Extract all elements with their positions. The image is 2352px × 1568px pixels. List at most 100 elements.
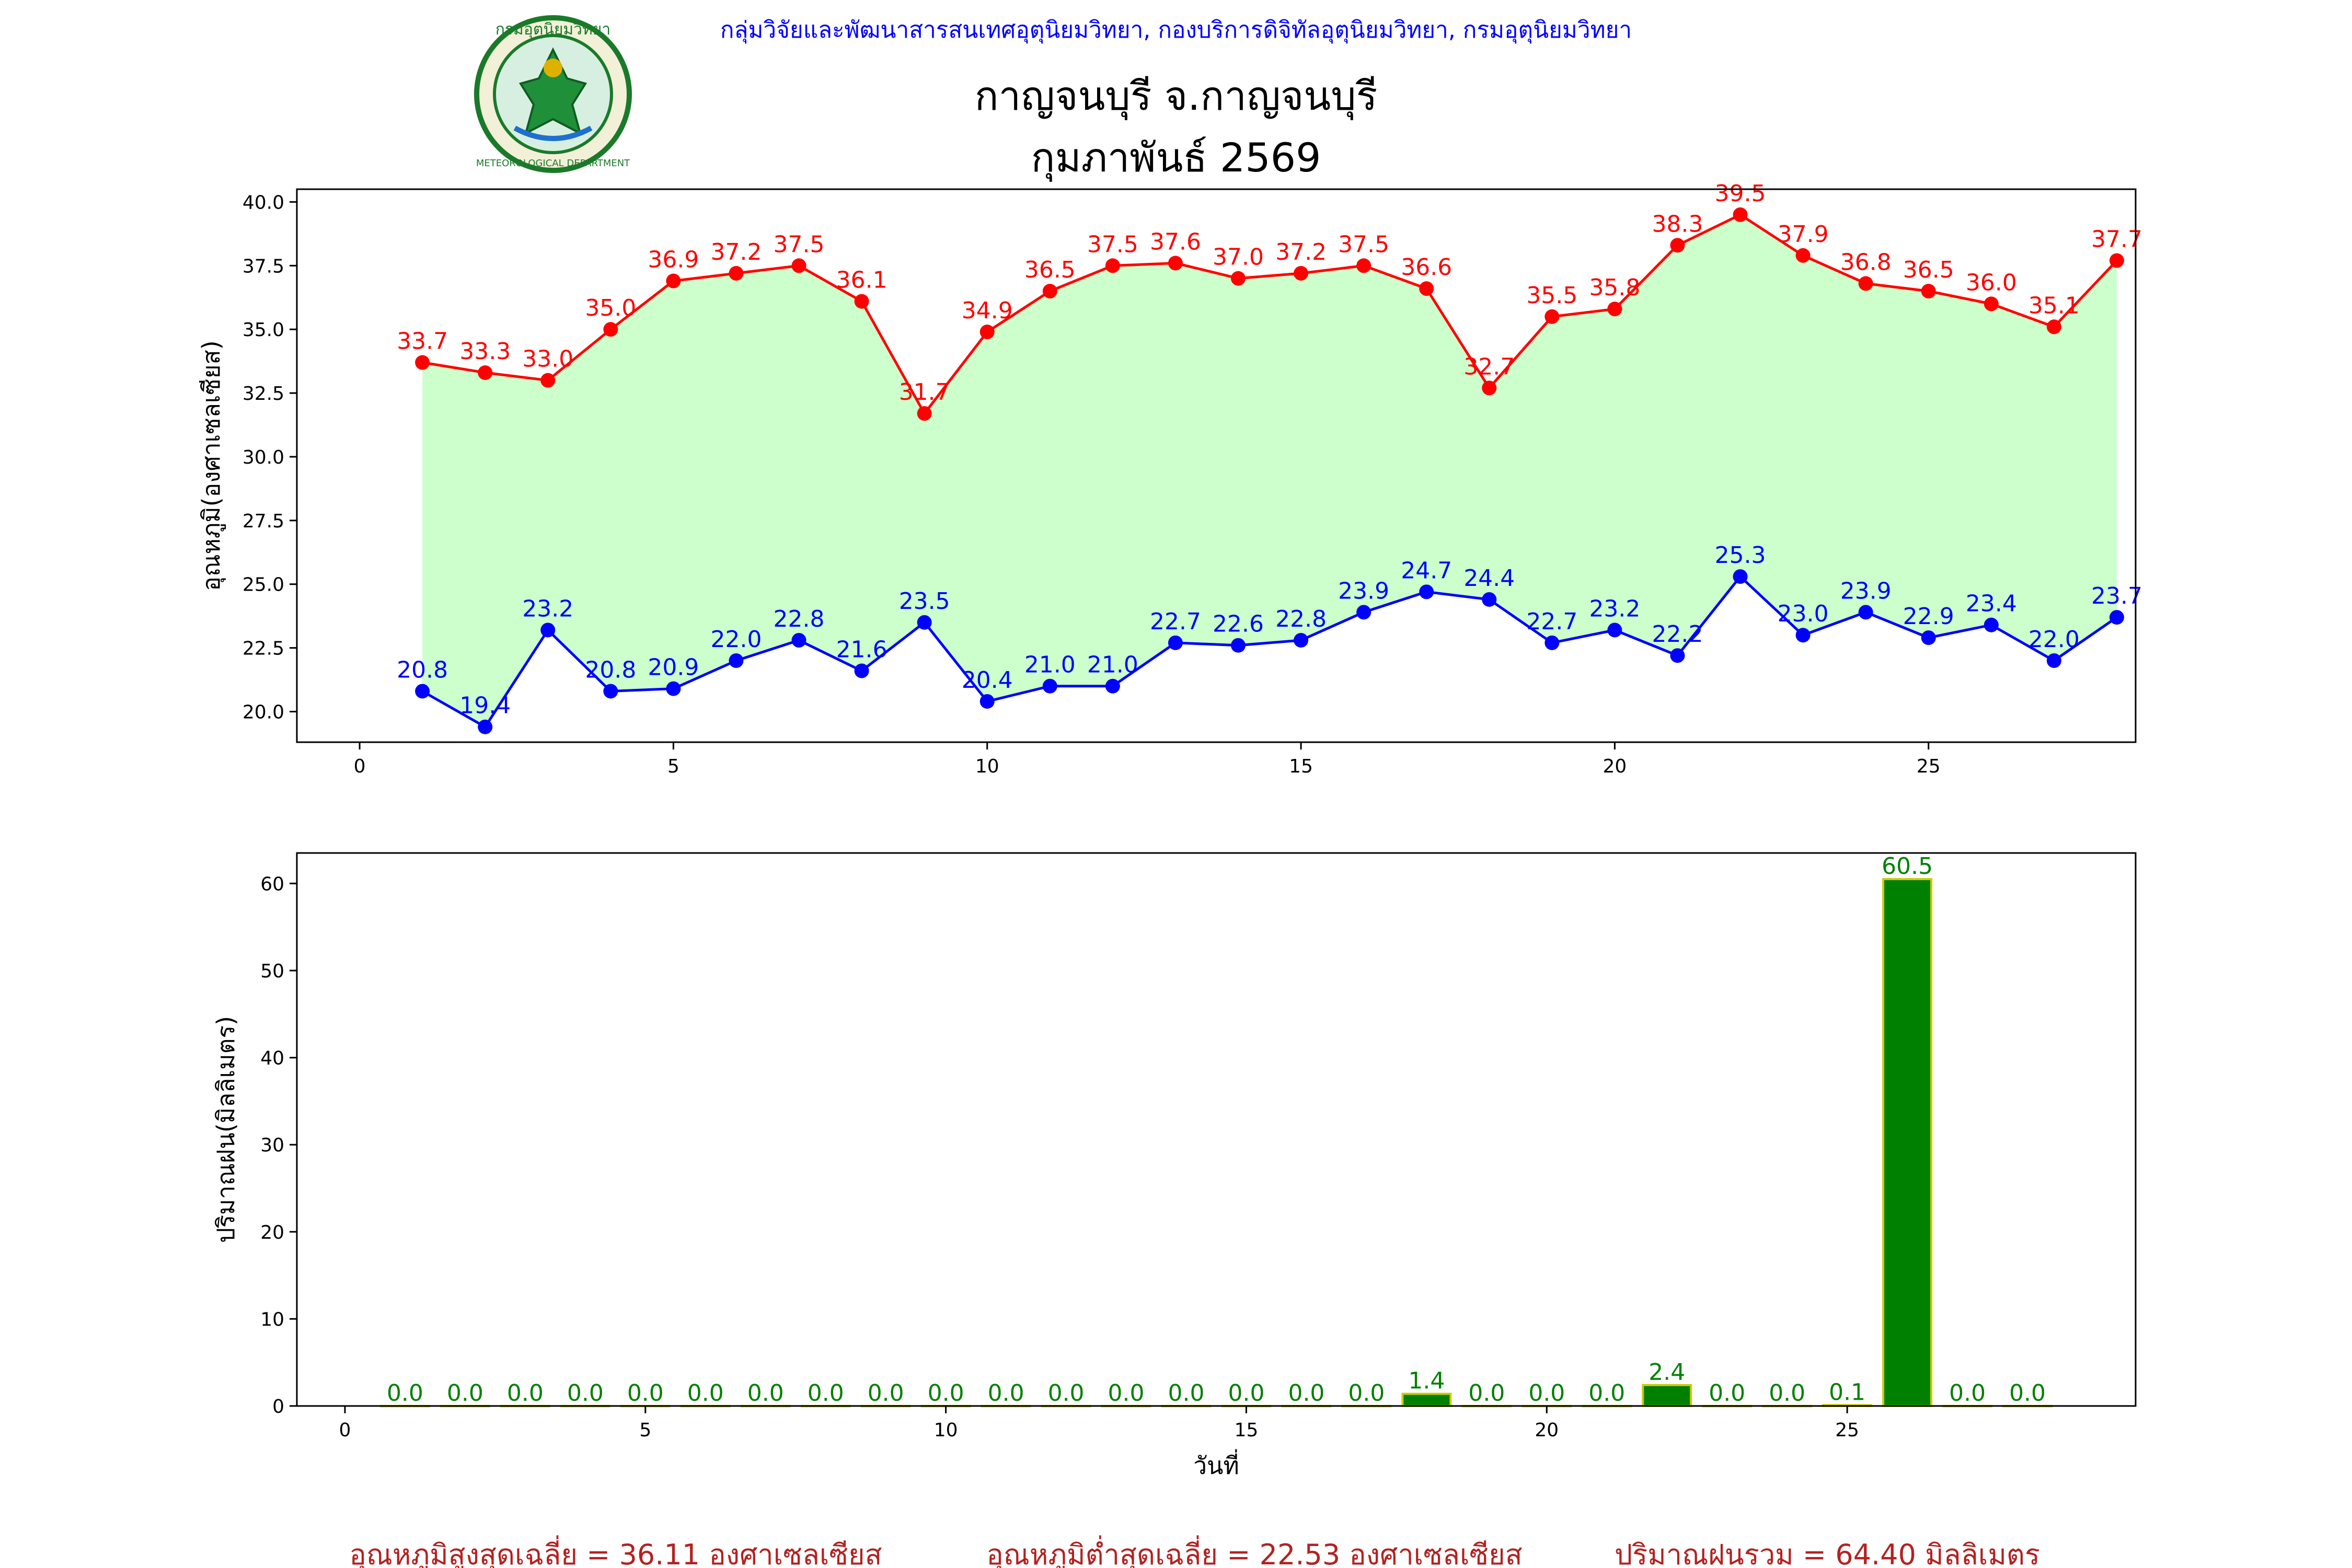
temperature-x-ticks: 0 5 10 15 20 25 (354, 742, 1941, 777)
rainfall-bar-label: 0.0 (808, 1380, 844, 1406)
min-temp-label: 22.8 (774, 606, 825, 632)
rainfall-bar-label: 0.0 (507, 1380, 544, 1406)
min-temp-label: 23.2 (522, 595, 573, 622)
max-temp-point (1733, 207, 1748, 222)
temp-y-tick-label: 32.5 (243, 383, 284, 405)
temperature-points (415, 207, 2124, 734)
min-temp-point (1670, 648, 1685, 663)
temperature-y-axis-label: อุณหภูมิ(องศาเซลเซียส) (197, 340, 226, 591)
min-temp-label: 22.6 (1213, 611, 1264, 638)
min-temp-label: 25.3 (1715, 542, 1766, 569)
min-temp-point (1733, 569, 1748, 584)
min-temp-label: 23.9 (1840, 578, 1892, 604)
rainfall-x-axis-label: วันที่ (1193, 1449, 1239, 1480)
temp-x-tick-label: 25 (1917, 756, 1941, 777)
min-temp-label: 23.5 (899, 588, 950, 615)
max-temp-label: 31.7 (899, 379, 950, 406)
rainfall-bar-label: 0.1 (1829, 1379, 1865, 1405)
rainfall-bar-label: 0.0 (447, 1380, 483, 1406)
min-temp-label: 23.9 (1338, 578, 1389, 604)
max-temp-line (422, 213, 2118, 416)
min-temp-point (666, 681, 681, 696)
rain-y-tick-label: 60 (260, 873, 284, 895)
rainfall-bar-label: 0.0 (1468, 1380, 1505, 1406)
min-temp-label: 24.7 (1401, 557, 1452, 584)
max-temp-label: 36.0 (1966, 269, 2017, 296)
min-temp-label: 22.0 (710, 626, 762, 653)
max-temp-label: 36.5 (1903, 257, 1954, 283)
max-temp-point (415, 355, 430, 370)
max-temp-label: 37.0 (1213, 244, 1264, 271)
rainfall-bar-label: 0.0 (1709, 1380, 1745, 1406)
rainfall-bar-label: 0.0 (868, 1380, 904, 1406)
max-temp-label: 33.7 (397, 328, 448, 355)
rainfall-bar-label: 60.5 (1882, 853, 1933, 880)
rainfall-y-axis-label: ปริมาณฝน(มิลลิเมตร) (212, 1016, 240, 1243)
temperature-chart: 33.7 33.3 33.0 35.0 36.9 37.2 37.5 36.1 31.7 34.9… (197, 180, 2142, 777)
max-temp-point (2046, 319, 2061, 335)
min-temp-label: 23.7 (2091, 583, 2142, 609)
rainfall-bar-label: 0.0 (1048, 1380, 1085, 1406)
min-temp-label: 20.8 (585, 656, 636, 683)
rainfall-chart: 0.0 0.0 0.0 0.0 0.0 0.0 0.0 0.0 0.0 0.0 0.0 0.0 0.0 0… (212, 852, 2137, 1480)
min-temp-point (1042, 678, 1057, 694)
rain-y-tick-label: 0 (272, 1396, 284, 1417)
max-temp-label: 37.5 (774, 231, 825, 258)
rainfall-plot-frame (296, 852, 2137, 1407)
max-temp-label: 36.8 (1840, 249, 1892, 275)
rainfall-bar-label: 0.0 (1588, 1380, 1625, 1406)
min-temp-point (540, 622, 556, 638)
rain-x-tick-label: 10 (934, 1420, 958, 1441)
max-temp-point (917, 406, 932, 421)
max-temp-point (854, 294, 869, 309)
min-temp-point (917, 615, 932, 630)
rain-y-tick-label: 50 (260, 961, 284, 982)
min-temp-label: 20.9 (648, 654, 699, 681)
min-temp-label: 22.0 (2028, 626, 2080, 653)
min-temp-label: 22.9 (1903, 603, 1954, 630)
temp-x-tick-label: 5 (667, 756, 679, 777)
max-temp-point (1921, 284, 1936, 299)
rain-y-tick-label: 30 (260, 1135, 284, 1156)
min-temp-point (791, 632, 806, 648)
rain-x-tick-label: 0 (339, 1420, 351, 1441)
rainfall-bar-label: 0.0 (928, 1380, 964, 1406)
min-temp-point (1544, 635, 1560, 650)
max-temp-label: 37.2 (710, 239, 762, 266)
max-temp-point (1231, 271, 1246, 286)
temp-y-tick-label: 40.0 (243, 192, 284, 213)
max-temp-label: 35.0 (585, 295, 636, 321)
min-temp-label: 21.6 (836, 636, 887, 663)
temp-y-tick-label: 22.5 (243, 638, 284, 660)
min-temp-point (1168, 635, 1183, 650)
min-temp-label: 22.7 (1150, 608, 1201, 635)
temperature-lines (421, 213, 2118, 729)
rain-x-tick-label: 5 (639, 1420, 651, 1441)
max-temp-point (979, 325, 995, 340)
min-temp-point (979, 694, 995, 709)
min-temp-point (1231, 638, 1246, 653)
max-temp-point (1544, 309, 1560, 324)
min-temp-label: 23.0 (1778, 601, 1829, 627)
max-temp-point (478, 365, 493, 381)
max-temp-label: 36.5 (1024, 257, 1076, 283)
min-temp-point (1858, 605, 1873, 620)
rainfall-bar (1882, 878, 1933, 1407)
min-temp-point (478, 719, 493, 734)
max-temp-label: 36.1 (836, 267, 887, 294)
min-temp-point (2046, 653, 2061, 668)
min-temp-point (415, 684, 430, 699)
temperature-range-fill (422, 214, 2117, 727)
rainfall-bar-label: 0.0 (1108, 1380, 1145, 1406)
max-temp-label: 33.3 (459, 338, 511, 365)
header: กรมอุตุนิยมวิทยา METEOROLOGICAL DEPARTME… (474, 15, 1632, 182)
max-temp-label: 35.8 (1589, 274, 1640, 301)
max-temp-point (1984, 296, 1999, 312)
min-temp-point (1482, 592, 1497, 607)
rainfall-bar-label: 0.0 (1348, 1380, 1385, 1406)
station-title: กาญจนบุรี จ.กาญจนบุรี (975, 73, 1378, 120)
max-temp-point (603, 322, 618, 337)
max-temp-label: 37.9 (1778, 221, 1829, 248)
max-temp-point (1607, 302, 1622, 317)
